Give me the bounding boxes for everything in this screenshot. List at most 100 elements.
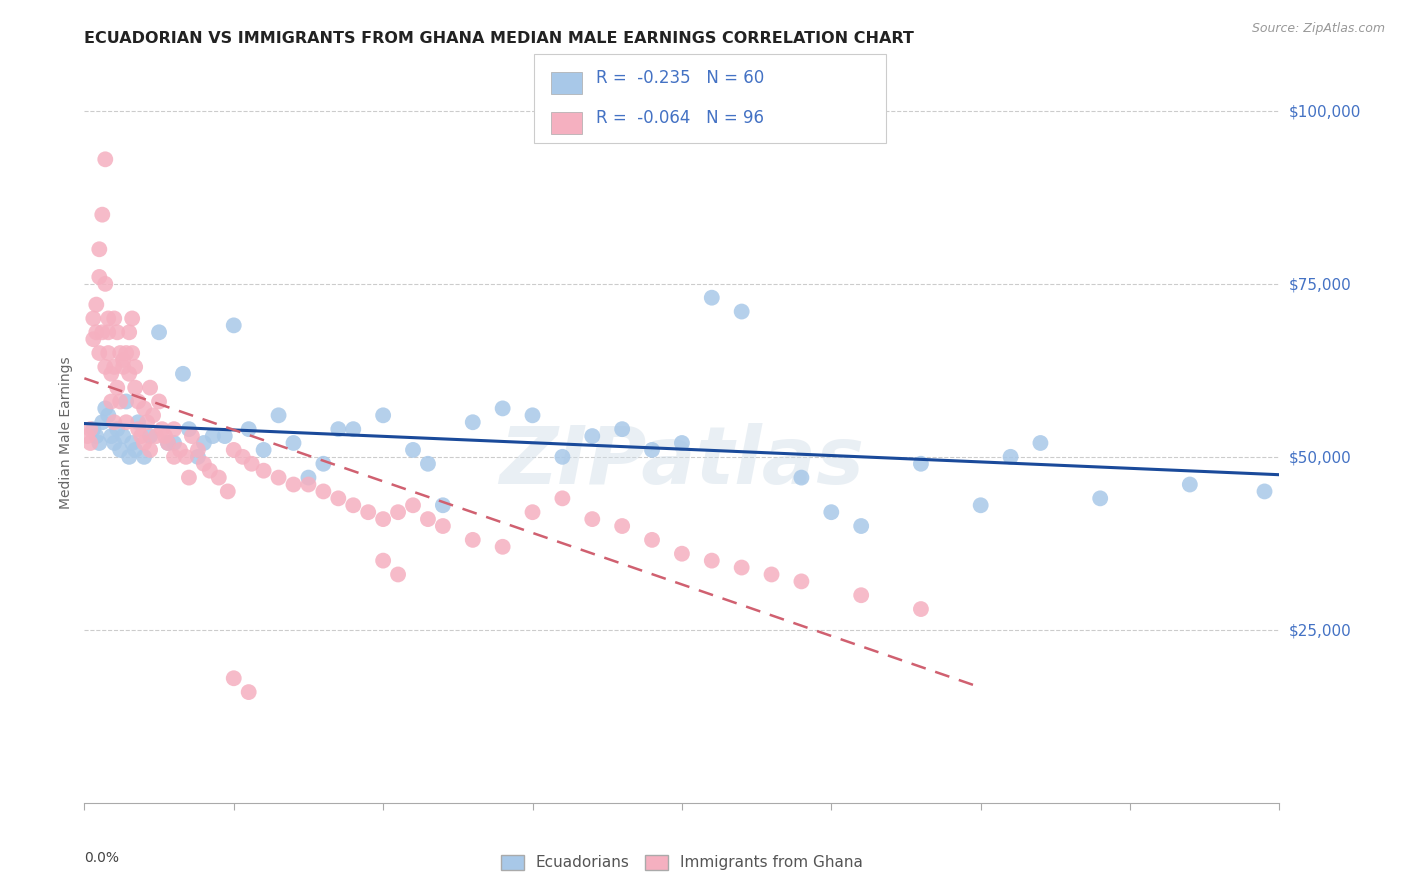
Point xyxy=(551,450,574,464)
Point xyxy=(103,311,125,326)
Text: 0.0%: 0.0% xyxy=(84,851,120,865)
Point xyxy=(432,498,454,512)
Point xyxy=(222,671,245,685)
Point xyxy=(820,505,842,519)
Point xyxy=(142,409,165,423)
Point xyxy=(91,415,114,429)
Point xyxy=(283,436,305,450)
Point xyxy=(100,394,122,409)
Point xyxy=(297,477,319,491)
Point xyxy=(240,457,263,471)
Point xyxy=(312,457,335,471)
Point xyxy=(373,554,395,568)
Point xyxy=(115,346,138,360)
Point xyxy=(112,353,135,368)
Point xyxy=(492,401,515,416)
Point xyxy=(163,450,186,464)
Point xyxy=(132,401,156,416)
Point xyxy=(253,464,276,478)
Point xyxy=(612,422,634,436)
Point xyxy=(177,470,200,484)
Point xyxy=(373,512,395,526)
Text: R =  -0.235   N = 60: R = -0.235 N = 60 xyxy=(596,69,765,87)
Point xyxy=(522,505,544,519)
Point xyxy=(1000,450,1022,464)
Point xyxy=(402,442,425,457)
Point xyxy=(1029,436,1052,450)
Point xyxy=(148,326,170,340)
Point xyxy=(174,450,197,464)
Point xyxy=(124,359,146,374)
Point xyxy=(731,304,754,318)
Point xyxy=(79,422,101,436)
Point xyxy=(112,359,135,374)
Point xyxy=(139,429,162,443)
Point xyxy=(121,346,143,360)
Point xyxy=(118,367,141,381)
Point xyxy=(100,429,122,443)
Point xyxy=(387,567,409,582)
Point xyxy=(91,208,114,222)
Point xyxy=(103,359,125,374)
Point xyxy=(124,381,146,395)
Point xyxy=(761,567,783,582)
Point xyxy=(86,297,108,311)
Point xyxy=(232,450,254,464)
Legend: Ecuadorians, Immigrants from Ghana: Ecuadorians, Immigrants from Ghana xyxy=(495,848,869,877)
Point xyxy=(522,409,544,423)
Point xyxy=(89,346,111,360)
Point xyxy=(103,436,125,450)
Point xyxy=(127,422,149,436)
Point xyxy=(970,498,993,512)
Point xyxy=(461,415,484,429)
Point xyxy=(157,436,180,450)
Point xyxy=(387,505,409,519)
Point xyxy=(612,519,634,533)
Point xyxy=(79,436,101,450)
Point xyxy=(157,436,180,450)
Point xyxy=(851,519,873,533)
Point xyxy=(910,457,932,471)
Point xyxy=(342,498,364,512)
Point xyxy=(115,394,138,409)
Point xyxy=(82,311,104,326)
Point xyxy=(172,367,194,381)
Point xyxy=(163,436,186,450)
Point xyxy=(148,394,170,409)
Point xyxy=(910,602,932,616)
Point xyxy=(700,291,723,305)
Point xyxy=(357,505,380,519)
Point xyxy=(110,394,132,409)
Point xyxy=(129,429,152,443)
Point xyxy=(105,381,128,395)
Point xyxy=(118,326,141,340)
Point xyxy=(198,464,221,478)
Point xyxy=(187,442,209,457)
Point xyxy=(97,326,120,340)
Point xyxy=(139,381,162,395)
Point xyxy=(238,422,260,436)
Point xyxy=(100,367,122,381)
Point xyxy=(551,491,574,506)
Point xyxy=(132,436,156,450)
Point xyxy=(97,346,120,360)
Point xyxy=(402,498,425,512)
Point xyxy=(267,409,290,423)
Point xyxy=(89,242,111,256)
Point xyxy=(89,269,111,284)
Point xyxy=(82,332,104,346)
Point xyxy=(328,491,350,506)
Point xyxy=(86,429,108,443)
Point xyxy=(328,422,350,436)
Point xyxy=(641,533,664,547)
Point xyxy=(181,429,204,443)
Point xyxy=(94,153,117,167)
Point xyxy=(416,457,439,471)
Point xyxy=(187,450,209,464)
Point xyxy=(132,450,156,464)
Point xyxy=(238,685,260,699)
Point xyxy=(145,429,167,443)
Point xyxy=(91,326,114,340)
Point xyxy=(82,422,104,436)
Point xyxy=(127,415,149,429)
